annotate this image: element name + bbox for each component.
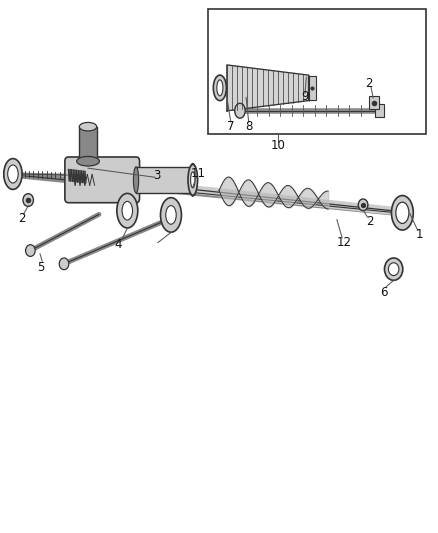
Polygon shape <box>227 65 308 111</box>
Ellipse shape <box>23 193 33 206</box>
Text: 3: 3 <box>153 168 161 182</box>
Ellipse shape <box>191 172 195 188</box>
Bar <box>369 96 379 109</box>
FancyBboxPatch shape <box>65 157 140 203</box>
Ellipse shape <box>117 193 138 228</box>
Text: 5: 5 <box>38 261 45 274</box>
Bar <box>208 9 426 134</box>
Ellipse shape <box>122 201 133 220</box>
Ellipse shape <box>8 165 18 183</box>
Bar <box>136 167 193 193</box>
Ellipse shape <box>396 202 409 223</box>
Text: 2: 2 <box>18 212 25 225</box>
Ellipse shape <box>213 75 226 101</box>
Bar <box>375 104 384 117</box>
Text: 1: 1 <box>416 228 424 241</box>
Ellipse shape <box>189 164 197 196</box>
Ellipse shape <box>358 199 368 211</box>
Ellipse shape <box>160 198 181 232</box>
Bar <box>308 76 316 100</box>
Ellipse shape <box>385 258 403 280</box>
Ellipse shape <box>166 206 176 224</box>
Text: 9: 9 <box>301 90 309 103</box>
Ellipse shape <box>4 159 22 189</box>
Ellipse shape <box>25 245 35 256</box>
Ellipse shape <box>79 123 97 131</box>
Text: 8: 8 <box>245 119 252 133</box>
Text: 10: 10 <box>271 139 286 152</box>
Text: 2: 2 <box>366 215 373 228</box>
Text: 12: 12 <box>337 236 352 248</box>
Ellipse shape <box>77 157 99 166</box>
Ellipse shape <box>59 258 69 270</box>
Text: 4: 4 <box>114 238 121 251</box>
Ellipse shape <box>134 167 139 193</box>
Ellipse shape <box>217 80 223 96</box>
Ellipse shape <box>389 263 399 276</box>
Ellipse shape <box>392 196 413 230</box>
Text: 2: 2 <box>365 77 372 90</box>
Ellipse shape <box>235 103 245 118</box>
Text: 11: 11 <box>191 167 206 180</box>
Bar <box>79 127 97 161</box>
Ellipse shape <box>188 165 198 195</box>
Text: 6: 6 <box>380 286 388 298</box>
Text: 7: 7 <box>227 119 234 133</box>
